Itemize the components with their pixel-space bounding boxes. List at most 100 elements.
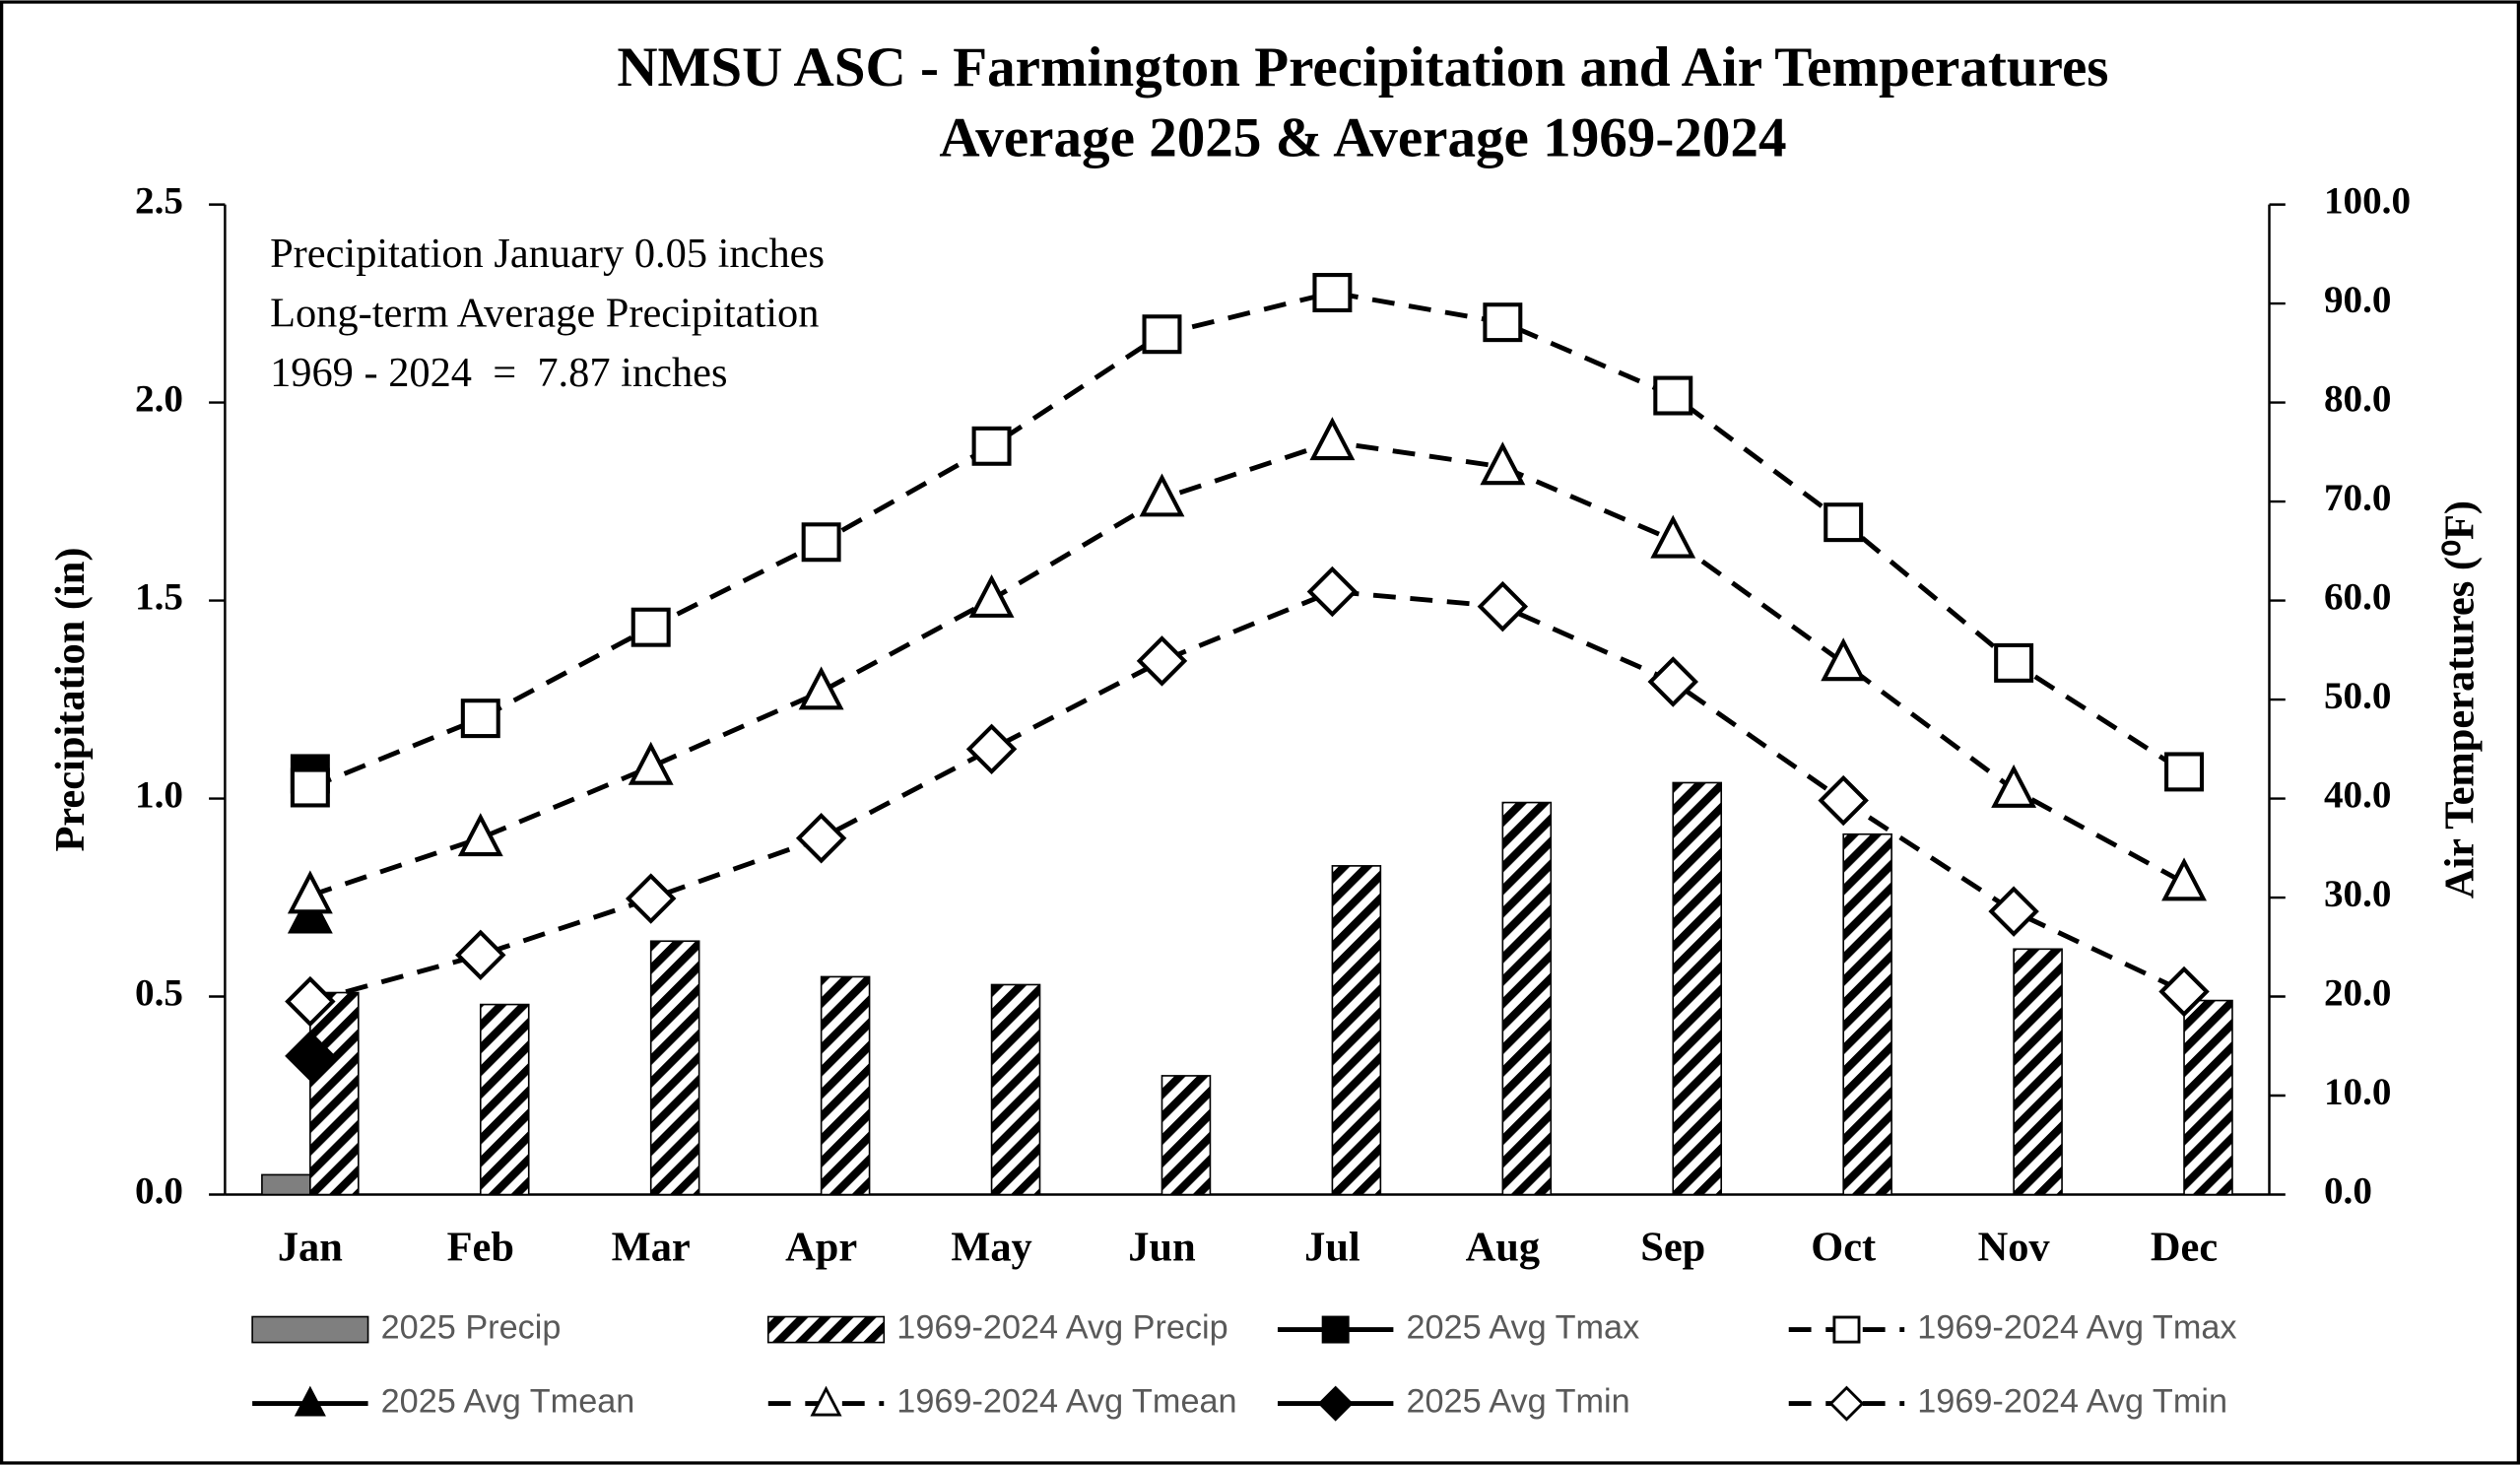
marker — [1321, 1315, 1350, 1344]
marker — [290, 767, 330, 808]
y2-tick-label: 50.0 — [2324, 675, 2392, 717]
legend-marker — [294, 1385, 326, 1417]
y-tick-label: 1.0 — [135, 774, 183, 817]
y2-tick-label: 90.0 — [2324, 279, 2392, 321]
chart-subtitle: Average 2025 & Average 1969-2024 — [939, 107, 1786, 169]
marker — [630, 607, 671, 647]
y2-tick-label: 80.0 — [2324, 378, 2392, 421]
bar — [1161, 1075, 1212, 1196]
marker — [1647, 656, 1698, 707]
y-tick-label: 0.0 — [135, 1170, 183, 1213]
marker — [1994, 642, 2034, 683]
marker — [1821, 637, 1867, 682]
marker — [1309, 417, 1356, 461]
y2-tick-label: 0.0 — [2324, 1170, 2372, 1213]
bar — [1672, 781, 1723, 1196]
marker — [1483, 302, 1523, 343]
marker — [1828, 1385, 1865, 1422]
legend-label: 1969-2024 Avg Tmin — [1917, 1383, 2227, 1421]
x-tick-label: Oct — [1811, 1224, 1876, 1270]
marker — [285, 975, 336, 1028]
marker — [968, 573, 1015, 618]
bar — [1501, 801, 1553, 1196]
legend-marker — [1317, 1385, 1354, 1422]
legend-swatch — [251, 1315, 369, 1344]
legend-label: 2025 Avg Tmin — [1406, 1383, 1629, 1421]
legend-label: 1969-2024 Avg Tmax — [1917, 1309, 2236, 1347]
y2-tick-label: 60.0 — [2324, 576, 2392, 619]
marker — [1650, 514, 1696, 559]
legend-label: 1969-2024 Avg Precip — [896, 1309, 1227, 1347]
marker — [287, 870, 333, 914]
marker — [810, 1385, 842, 1417]
legend-marker — [810, 1385, 842, 1417]
y2-tick-label: 30.0 — [2324, 873, 2392, 915]
marker — [971, 426, 1012, 466]
x-tick-label: Jan — [278, 1224, 343, 1270]
y-tick-label: 0.5 — [135, 972, 183, 1015]
marker — [625, 873, 677, 924]
y-axis-title: Precipitation (in) — [47, 548, 94, 852]
chart-title: NMSU ASC - Farmington Precipitation and … — [617, 36, 2108, 99]
marker — [798, 666, 844, 710]
legend-label: 2025 Avg Tmean — [381, 1383, 635, 1421]
marker — [1317, 1385, 1354, 1422]
marker — [460, 699, 500, 739]
marker — [1139, 473, 1185, 517]
x-tick-label: Apr — [785, 1224, 857, 1270]
marker — [1136, 635, 1188, 687]
bar — [990, 983, 1041, 1196]
bar — [1331, 865, 1382, 1196]
marker — [455, 929, 506, 981]
legend-label: 1969-2024 Avg Tmean — [896, 1383, 1236, 1421]
marker — [1312, 273, 1353, 313]
marker — [285, 1031, 336, 1082]
marker — [2164, 752, 2205, 792]
marker — [1306, 566, 1359, 618]
y2-tick-label: 20.0 — [2324, 972, 2392, 1015]
y2-tick-label: 70.0 — [2324, 477, 2392, 519]
x-tick-label: Sep — [1640, 1224, 1705, 1270]
x-tick-label: Nov — [1978, 1224, 2051, 1270]
bar — [1842, 832, 1892, 1196]
marker — [1653, 375, 1693, 416]
y2-tick-label: 40.0 — [2324, 774, 2392, 817]
bar — [649, 940, 700, 1196]
y-tick-label: 2.0 — [135, 378, 183, 421]
x-tick-label: May — [951, 1224, 1031, 1270]
y2-axis-title: Air Temperatures (⁰F) — [2437, 500, 2484, 899]
line — [308, 290, 2186, 790]
marker — [1832, 1315, 1861, 1344]
legend-label: 2025 Precip — [381, 1309, 562, 1347]
y2-tick-label: 100.0 — [2324, 180, 2411, 223]
y2-tick-label: 10.0 — [2324, 1071, 2392, 1113]
marker — [1142, 314, 1182, 355]
marker — [1991, 764, 2037, 808]
bar — [820, 975, 871, 1196]
x-tick-label: Feb — [447, 1224, 514, 1270]
x-tick-label: Jun — [1128, 1224, 1195, 1270]
bar — [2013, 948, 2063, 1196]
marker — [294, 1385, 326, 1417]
y-tick-label: 2.5 — [135, 180, 183, 223]
marker — [1988, 886, 2039, 937]
annotation: Long-term Average Precipitation — [270, 291, 819, 337]
x-tick-label: Dec — [2151, 1224, 2218, 1270]
bar — [2183, 999, 2233, 1196]
marker — [1824, 502, 1864, 543]
x-tick-label: Aug — [1466, 1224, 1540, 1270]
line — [309, 589, 2186, 1004]
legend-marker — [1828, 1385, 1865, 1422]
legend-marker — [1321, 1315, 1350, 1344]
bar — [479, 1003, 530, 1196]
annotation: Precipitation January 0.05 inches — [270, 231, 825, 277]
marker — [795, 813, 847, 864]
x-tick-label: Jul — [1304, 1224, 1360, 1270]
marker — [1480, 441, 1526, 486]
marker — [1477, 580, 1529, 633]
legend-label: 2025 Avg Tmax — [1406, 1309, 1639, 1347]
marker — [1818, 774, 1869, 827]
legend-swatch — [766, 1315, 886, 1344]
marker — [801, 522, 841, 563]
